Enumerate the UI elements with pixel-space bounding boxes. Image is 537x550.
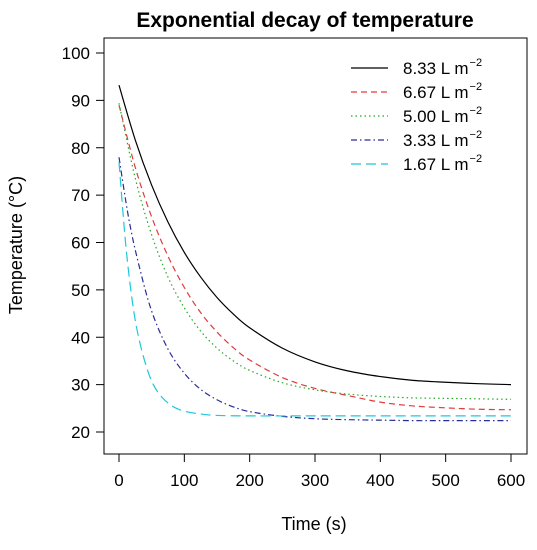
plot-frame <box>103 37 528 455</box>
legend-entry-name: 5.00 L m <box>403 107 469 126</box>
y-tick-label: 60 <box>71 234 90 253</box>
legend-entry-exponent: −2 <box>470 57 483 69</box>
x-tick-label: 200 <box>235 471 263 490</box>
legend-entry-exponent: −2 <box>470 105 483 117</box>
legend-entry-exponent: −2 <box>470 153 483 165</box>
legend-entry-name: 1.67 L m <box>403 155 469 174</box>
chart-title: Exponential decay of temperature <box>136 9 473 32</box>
x-tick-label: 0 <box>114 471 123 490</box>
legend-entry-name: 6.67 L m <box>403 83 469 102</box>
legend-entry-label: 5.00 L m−2 <box>403 105 482 126</box>
x-tick-label: 300 <box>301 471 329 490</box>
legend-entry-name: 3.33 L m <box>403 131 469 150</box>
y-tick-label: 30 <box>71 376 90 395</box>
x-tick-label: 600 <box>497 471 525 490</box>
y-tick-label: 20 <box>71 423 90 442</box>
legend-entry-label: 6.67 L m−2 <box>403 81 482 102</box>
y-tick-label: 50 <box>71 281 90 300</box>
legend-entry-name: 8.33 L m <box>403 59 469 78</box>
series-line-4 <box>118 157 511 422</box>
x-axis: 0 100 200 300 400 500 600 <box>114 453 525 490</box>
y-tick-label: 40 <box>71 328 90 347</box>
y-tick-label: 100 <box>62 44 90 63</box>
series-line-5 <box>118 161 511 417</box>
y-tick-label: 90 <box>71 91 90 110</box>
y-tick-label: 80 <box>71 139 90 158</box>
y-axis-label: Temperature (°C) <box>6 176 26 314</box>
series-layer <box>118 85 512 422</box>
x-tick-label: 100 <box>170 471 198 490</box>
legend-entry-label: 3.33 L m−2 <box>403 129 482 150</box>
y-tick-label: 70 <box>71 186 90 205</box>
y-axis: 20 30 40 50 60 70 80 90 100 <box>62 44 105 442</box>
x-tick-label: 500 <box>431 471 459 490</box>
legend-entry-label: 8.33 L m−2 <box>403 57 482 78</box>
series-line-2 <box>118 104 512 411</box>
x-tick-label: 400 <box>366 471 394 490</box>
legend-entry-exponent: −2 <box>470 81 483 93</box>
x-axis-label: Time (s) <box>281 514 346 534</box>
legend: 8.33 L m−26.67 L m−25.00 L m−23.33 L m−2… <box>351 57 482 174</box>
series-line-1 <box>118 85 512 386</box>
legend-entry-label: 1.67 L m−2 <box>403 153 482 174</box>
legend-entry-exponent: −2 <box>470 129 483 141</box>
